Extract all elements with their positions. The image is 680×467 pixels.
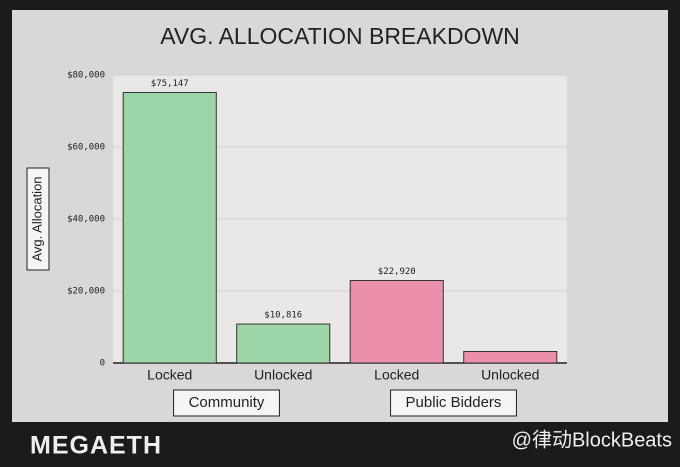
y-tick-label: $20,000 — [67, 287, 105, 297]
x-tick-label: Locked — [374, 367, 419, 383]
bar — [122, 91, 217, 364]
bar — [349, 279, 444, 364]
value-label: $75,147 — [151, 79, 189, 89]
bar — [236, 323, 331, 364]
group-label: Community — [189, 394, 265, 411]
x-tick-label: Unlocked — [254, 367, 312, 383]
x-tick-label: Locked — [147, 367, 192, 383]
group-box — [173, 389, 280, 417]
logo: MEGAETH — [30, 432, 162, 460]
y-label-box — [26, 167, 50, 271]
y-tick-label: $60,000 — [67, 143, 105, 153]
bar — [463, 350, 558, 364]
group-label: Public Bidders — [406, 394, 502, 411]
y-tick-label: $80,000 — [67, 71, 105, 81]
value-label: $22,920 — [378, 267, 416, 277]
group-box — [390, 389, 517, 417]
chart-title: AVG. ALLOCATION BREAKDOWN — [160, 23, 520, 49]
y-axis-label: Avg. Allocation — [29, 176, 44, 261]
x-tick-label: Unlocked — [481, 367, 539, 383]
y-tick-label: 0 — [100, 359, 105, 369]
value-label: $10,816 — [264, 311, 302, 321]
watermark: @律动BlockBeats — [512, 428, 672, 451]
y-tick-label: $40,000 — [67, 215, 105, 225]
